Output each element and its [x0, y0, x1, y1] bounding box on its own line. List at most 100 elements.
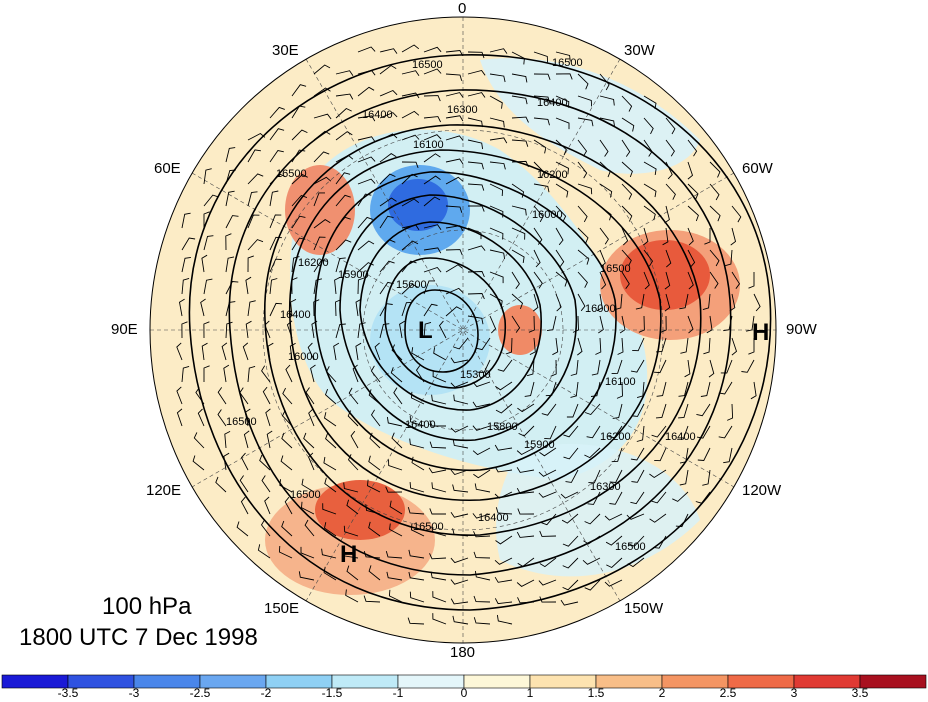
- wind-barb: [489, 117, 505, 128]
- wind-barb: [289, 342, 296, 361]
- contour-label: 16500: [412, 59, 443, 71]
- wind-barb: [533, 227, 543, 245]
- wind-barb: [555, 293, 562, 312]
- wind-barb: [617, 337, 624, 355]
- colorbar-tick-label: -1.5: [321, 686, 343, 700]
- wind-barb: [291, 237, 306, 251]
- wind-barb: [368, 455, 381, 471]
- wind-barb: [308, 452, 315, 471]
- wind-barb: [473, 469, 491, 479]
- wind-barb: [445, 73, 463, 81]
- wind-barb: [489, 227, 504, 240]
- wind-barb: [203, 168, 212, 185]
- wind-barb: [595, 337, 602, 355]
- anomaly-positive-pacific-core: [315, 480, 405, 540]
- wind-barb: [245, 276, 252, 295]
- colorbar-tick-label: 2.5: [719, 686, 737, 700]
- wind-barb: [472, 513, 491, 519]
- wind-barb: [291, 149, 306, 163]
- wind-barb: [445, 225, 464, 232]
- wind-barb: [467, 271, 485, 278]
- wind-barb: [621, 161, 633, 178]
- wind-barb: [357, 262, 374, 273]
- wind-barb: [696, 425, 711, 439]
- wind-barb: [409, 482, 425, 493]
- wind-barb: [261, 365, 271, 383]
- wind-barb: [247, 214, 260, 229]
- wind-barb: [357, 115, 376, 122]
- wind-barb: [562, 579, 579, 591]
- wind-barb: [245, 320, 252, 339]
- wind-barb: [709, 271, 719, 289]
- wind-barb: [643, 161, 657, 175]
- wind-barb: [195, 387, 205, 405]
- wind-barb: [748, 338, 755, 355]
- wind-barb: [181, 256, 191, 273]
- wind-barb: [684, 359, 691, 378]
- wind-barb: [333, 342, 340, 361]
- wind-barb: [181, 365, 190, 383]
- wind-barb: [630, 359, 645, 373]
- wind-barb: [555, 227, 564, 246]
- wind-barb: [570, 381, 579, 398]
- wind-barb: [379, 48, 398, 54]
- lon-label-30w: 30W: [624, 42, 655, 59]
- wind-barb: [560, 599, 579, 606]
- wind-barb: [664, 271, 671, 290]
- wind-barb: [450, 579, 469, 585]
- wind-barb: [473, 551, 491, 559]
- wind-barb: [269, 278, 278, 295]
- wind-barb: [643, 95, 657, 110]
- wind-barb: [555, 205, 567, 222]
- wind-barb: [494, 491, 513, 499]
- wind-barb: [611, 447, 623, 463]
- wind-barb: [389, 500, 403, 515]
- wind-barb: [584, 447, 601, 459]
- wind-barb: [572, 315, 579, 333]
- wind-barb: [401, 134, 420, 141]
- wind-barb: [709, 183, 720, 201]
- wind-barb: [313, 299, 320, 317]
- wind-barb: [746, 315, 755, 332]
- wind-barb: [225, 147, 236, 163]
- wind-barb: [176, 408, 183, 427]
- wind-barb: [431, 526, 447, 537]
- wind-barb: [611, 359, 623, 375]
- wind-barb: [544, 425, 557, 440]
- wind-barb: [347, 454, 359, 471]
- wind-barb: [203, 321, 210, 339]
- wind-barb: [643, 249, 654, 267]
- wind-barb: [310, 364, 316, 383]
- wind-barb: [643, 139, 653, 157]
- wind-barb: [379, 173, 396, 185]
- wind-barb: [453, 337, 469, 350]
- wind-barb: [281, 432, 293, 449]
- wind-barb: [533, 95, 551, 104]
- wind-barb: [562, 535, 579, 547]
- wind-barb: [555, 51, 571, 62]
- wind-barb: [342, 549, 359, 559]
- wind-barb: [335, 323, 346, 339]
- wind-barb: [335, 299, 342, 317]
- wind-barb: [401, 110, 420, 119]
- wind-barb: [709, 161, 721, 178]
- wind-barb: [192, 455, 205, 471]
- wind-barb: [555, 161, 569, 175]
- colorbar-tick-label: -3: [128, 686, 140, 700]
- high-center-pacific-marker: H: [340, 541, 357, 568]
- wind-barb: [552, 337, 559, 356]
- wind-barb: [307, 342, 315, 361]
- wind-barb: [587, 491, 601, 505]
- wind-barb: [516, 531, 535, 538]
- wind-barb: [343, 482, 359, 493]
- wind-barb: [239, 475, 249, 493]
- wind-barb: [379, 260, 395, 273]
- wind-barb: [423, 116, 442, 123]
- contour-label: 16300: [590, 481, 621, 493]
- wind-barb: [304, 519, 315, 537]
- wind-barb: [599, 95, 615, 106]
- wind-barb: [660, 315, 667, 333]
- wind-barb: [321, 548, 337, 559]
- wind-barb: [467, 315, 484, 325]
- colorbar-tick-label: 3: [790, 686, 798, 700]
